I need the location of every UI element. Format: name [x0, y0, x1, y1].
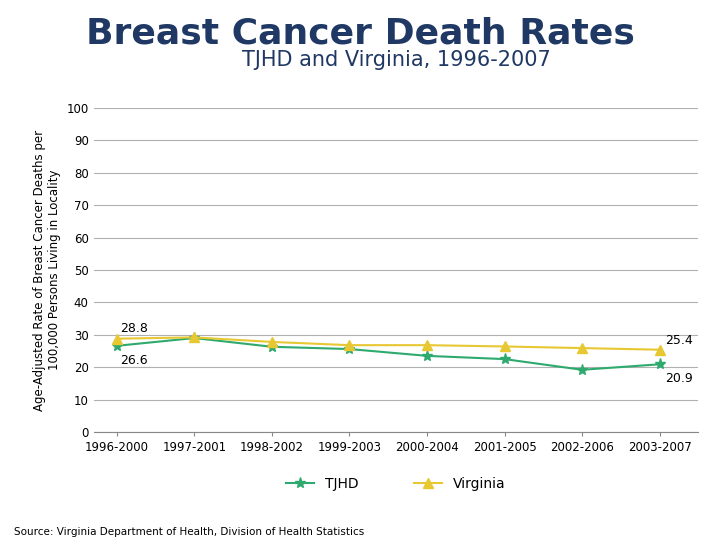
TJHD — [190, 335, 199, 341]
Legend: TJHD, Virginia: TJHD, Virginia — [281, 471, 511, 496]
Line: Virginia: Virginia — [112, 333, 665, 355]
Virginia — [112, 335, 121, 342]
Line: TJHD: TJHD — [112, 333, 665, 375]
TJHD — [500, 356, 509, 362]
Text: 25.4: 25.4 — [665, 334, 693, 347]
Virginia — [500, 343, 509, 350]
TJHD — [577, 367, 586, 373]
TJHD — [345, 346, 354, 352]
Y-axis label: Age-Adjusted Rate of Breast Cancer Deaths per
100,000 Persons Living in Locality: Age-Adjusted Rate of Breast Cancer Death… — [33, 130, 61, 410]
Virginia — [423, 342, 431, 348]
Virginia — [190, 334, 199, 341]
Virginia — [577, 345, 586, 352]
Text: 20.9: 20.9 — [665, 373, 693, 386]
Virginia — [268, 339, 276, 345]
TJHD — [423, 353, 431, 359]
TJHD — [268, 343, 276, 350]
Text: Breast Cancer Death Rates: Breast Cancer Death Rates — [86, 16, 634, 50]
Text: Source: Virginia Department of Health, Division of Health Statistics: Source: Virginia Department of Health, D… — [14, 527, 364, 537]
TJHD — [112, 342, 121, 349]
Text: 28.8: 28.8 — [120, 322, 148, 335]
TJHD — [655, 361, 664, 368]
Virginia — [655, 347, 664, 353]
Virginia — [345, 342, 354, 348]
Text: 26.6: 26.6 — [120, 354, 148, 367]
Title: TJHD and Virginia, 1996-2007: TJHD and Virginia, 1996-2007 — [242, 50, 550, 70]
